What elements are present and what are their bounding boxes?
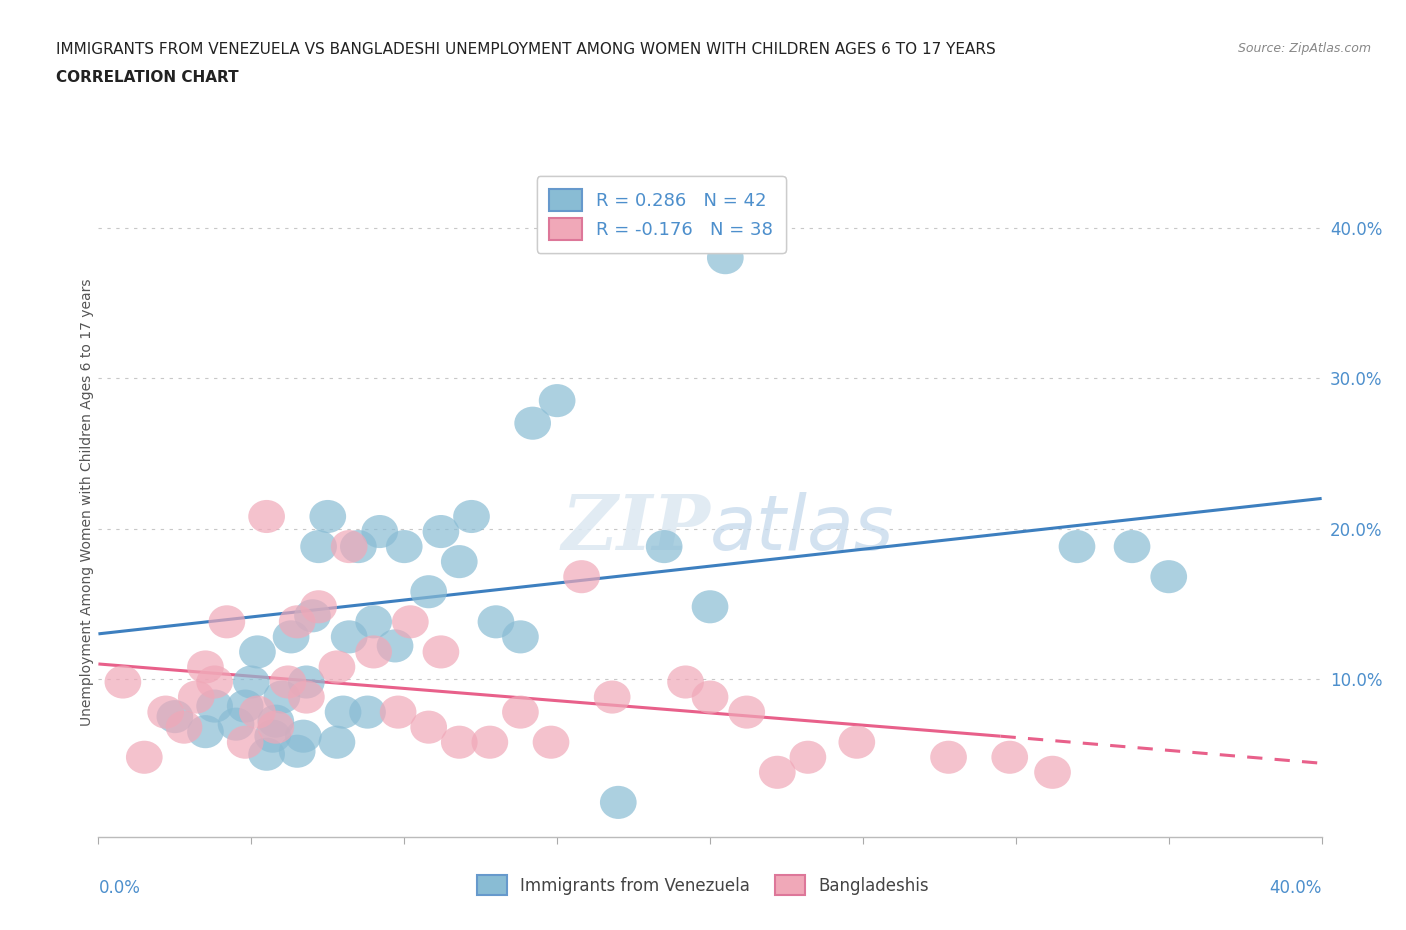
Legend: Immigrants from Venezuela, Bangladeshis: Immigrants from Venezuela, Bangladeshis [468, 867, 938, 903]
Ellipse shape [392, 605, 429, 638]
Ellipse shape [301, 591, 337, 623]
Ellipse shape [423, 515, 460, 548]
Ellipse shape [166, 711, 202, 744]
Ellipse shape [325, 696, 361, 729]
Ellipse shape [441, 545, 478, 578]
Ellipse shape [226, 725, 263, 759]
Ellipse shape [349, 696, 385, 729]
Ellipse shape [790, 740, 827, 774]
Ellipse shape [288, 681, 325, 713]
Ellipse shape [288, 666, 325, 698]
Ellipse shape [330, 620, 367, 654]
Ellipse shape [377, 630, 413, 662]
Legend: R = 0.286   N = 42, R = -0.176   N = 38: R = 0.286 N = 42, R = -0.176 N = 38 [537, 177, 786, 253]
Ellipse shape [471, 725, 508, 759]
Ellipse shape [564, 560, 600, 593]
Ellipse shape [309, 500, 346, 533]
Ellipse shape [179, 681, 215, 713]
Text: IMMIGRANTS FROM VENEZUELA VS BANGLADESHI UNEMPLOYMENT AMONG WOMEN WITH CHILDREN : IMMIGRANTS FROM VENEZUELA VS BANGLADESHI… [56, 42, 995, 57]
Ellipse shape [156, 700, 193, 733]
Ellipse shape [1035, 756, 1071, 789]
Ellipse shape [1150, 560, 1187, 593]
Ellipse shape [478, 605, 515, 638]
Ellipse shape [319, 725, 356, 759]
Ellipse shape [233, 666, 270, 698]
Ellipse shape [1059, 530, 1095, 564]
Ellipse shape [991, 740, 1028, 774]
Ellipse shape [257, 711, 294, 744]
Ellipse shape [301, 530, 337, 564]
Ellipse shape [356, 635, 392, 669]
Ellipse shape [692, 591, 728, 623]
Ellipse shape [411, 711, 447, 744]
Ellipse shape [278, 735, 315, 768]
Ellipse shape [257, 705, 294, 737]
Text: 40.0%: 40.0% [1270, 879, 1322, 897]
Ellipse shape [1114, 530, 1150, 564]
Ellipse shape [226, 689, 263, 723]
Ellipse shape [356, 605, 392, 638]
Ellipse shape [330, 530, 367, 564]
Ellipse shape [838, 725, 875, 759]
Ellipse shape [538, 384, 575, 418]
Ellipse shape [273, 620, 309, 654]
Ellipse shape [127, 740, 163, 774]
Text: Source: ZipAtlas.com: Source: ZipAtlas.com [1237, 42, 1371, 55]
Ellipse shape [319, 650, 356, 684]
Ellipse shape [239, 696, 276, 729]
Ellipse shape [104, 666, 141, 698]
Ellipse shape [187, 650, 224, 684]
Ellipse shape [441, 725, 478, 759]
Ellipse shape [249, 737, 285, 771]
Ellipse shape [645, 530, 682, 564]
Ellipse shape [270, 666, 307, 698]
Ellipse shape [380, 696, 416, 729]
Ellipse shape [411, 575, 447, 608]
Ellipse shape [385, 530, 423, 564]
Ellipse shape [515, 406, 551, 440]
Text: atlas: atlas [710, 492, 894, 566]
Ellipse shape [728, 696, 765, 729]
Ellipse shape [148, 696, 184, 729]
Ellipse shape [707, 241, 744, 274]
Ellipse shape [278, 605, 315, 638]
Ellipse shape [197, 666, 233, 698]
Ellipse shape [759, 756, 796, 789]
Ellipse shape [668, 666, 704, 698]
Ellipse shape [197, 689, 233, 723]
Text: ZIP: ZIP [561, 492, 710, 566]
Ellipse shape [208, 605, 245, 638]
Text: CORRELATION CHART: CORRELATION CHART [56, 70, 239, 85]
Ellipse shape [600, 786, 637, 819]
Ellipse shape [502, 620, 538, 654]
Ellipse shape [453, 500, 489, 533]
Ellipse shape [593, 681, 630, 713]
Y-axis label: Unemployment Among Women with Children Ages 6 to 17 years: Unemployment Among Women with Children A… [80, 278, 94, 726]
Ellipse shape [931, 740, 967, 774]
Ellipse shape [249, 500, 285, 533]
Ellipse shape [263, 681, 301, 713]
Ellipse shape [423, 635, 460, 669]
Ellipse shape [187, 715, 224, 749]
Text: 0.0%: 0.0% [98, 879, 141, 897]
Ellipse shape [285, 720, 322, 752]
Ellipse shape [340, 530, 377, 564]
Ellipse shape [239, 635, 276, 669]
Ellipse shape [254, 720, 291, 752]
Ellipse shape [218, 708, 254, 740]
Ellipse shape [692, 681, 728, 713]
Ellipse shape [533, 725, 569, 759]
Ellipse shape [502, 696, 538, 729]
Ellipse shape [361, 515, 398, 548]
Ellipse shape [294, 599, 330, 632]
